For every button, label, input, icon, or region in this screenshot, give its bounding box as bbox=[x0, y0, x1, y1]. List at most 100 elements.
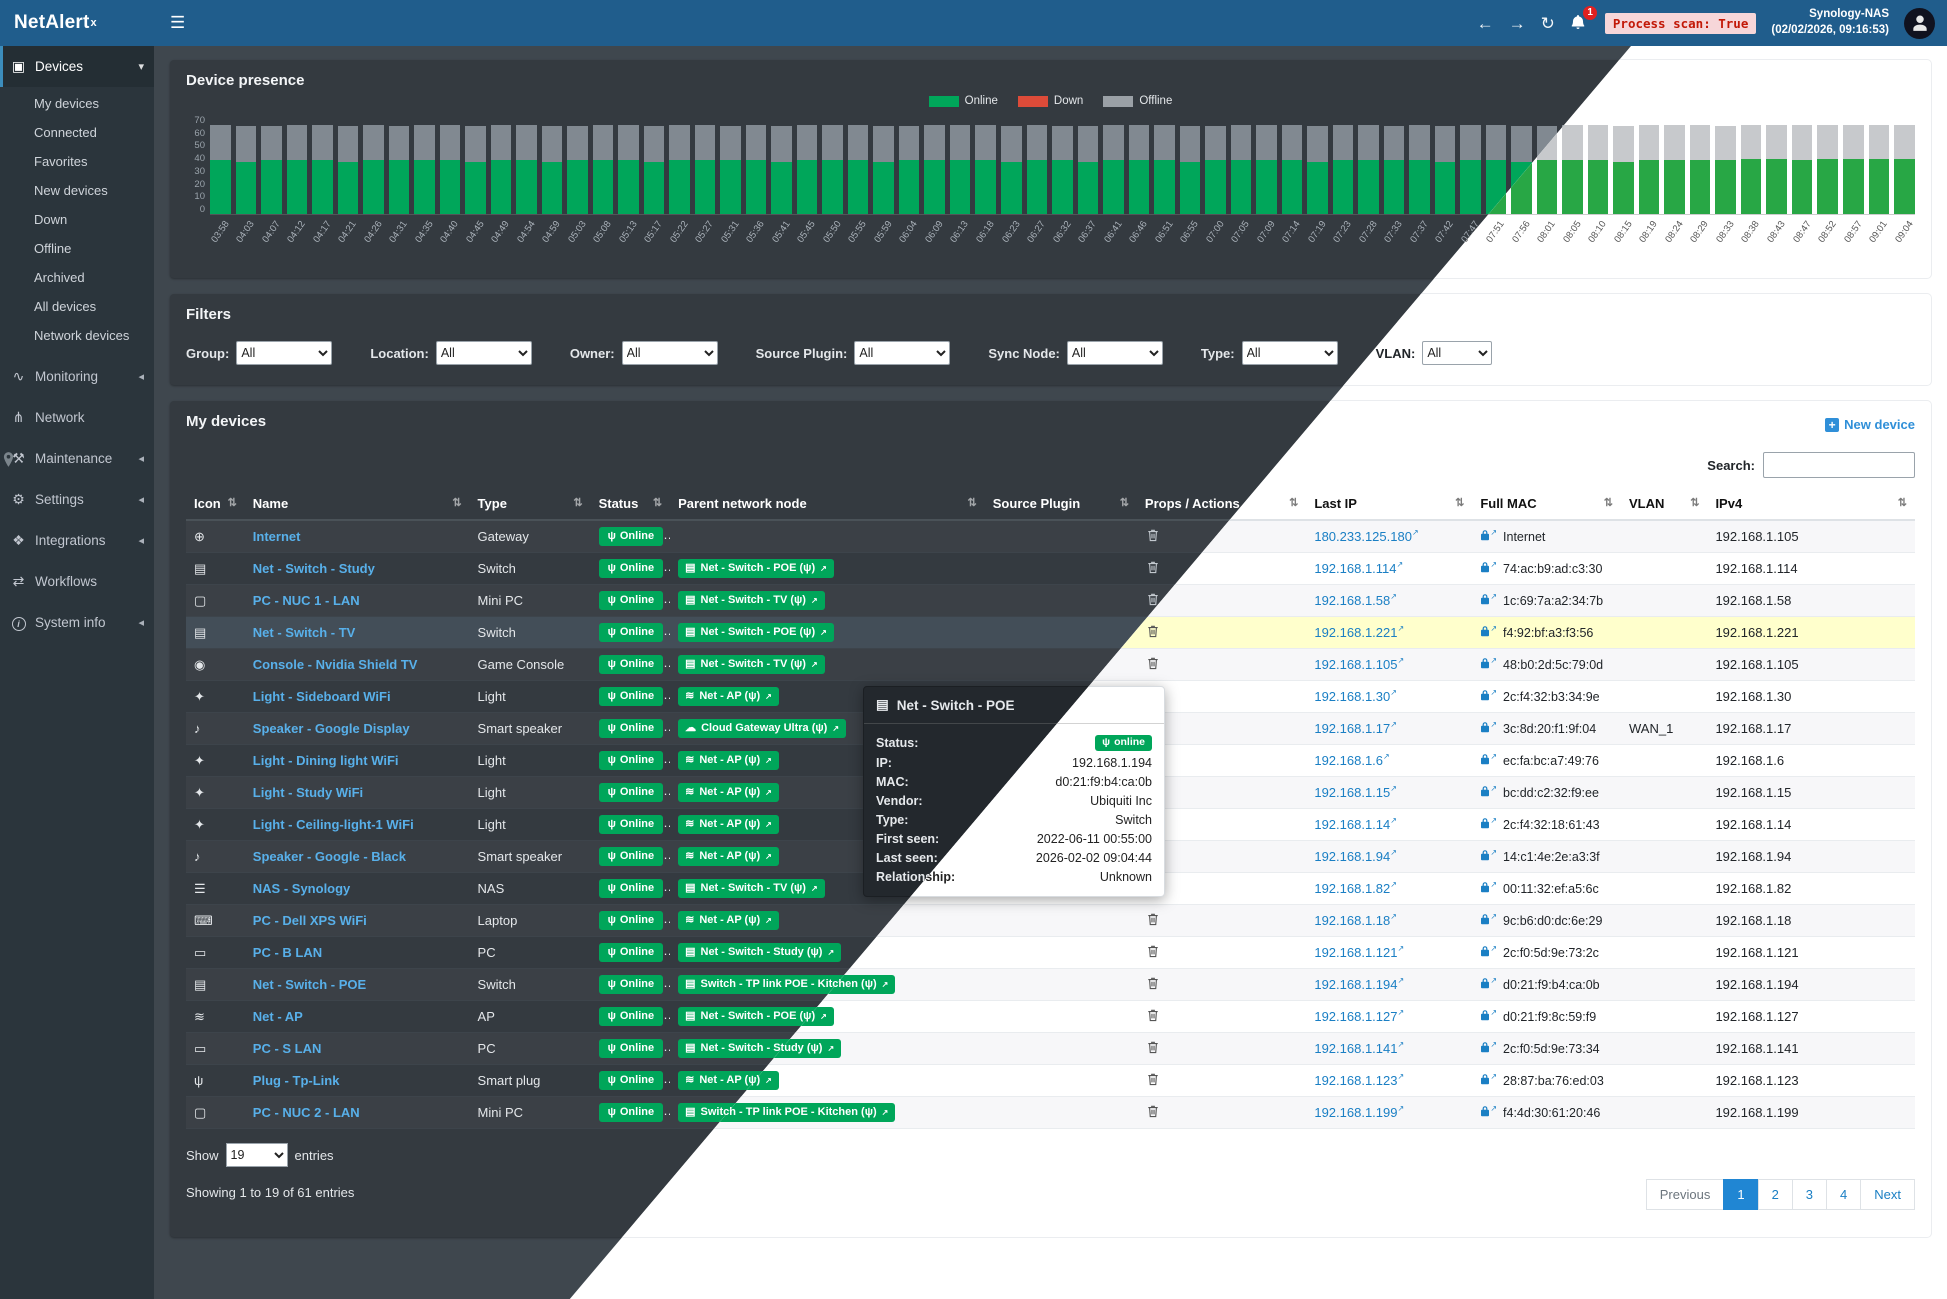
page-button-previous[interactable]: Previous bbox=[1645, 1179, 1725, 1210]
last-ip-link[interactable]: 192.168.1.30↗ bbox=[1314, 688, 1397, 705]
last-ip-link[interactable]: 192.168.1.127↗ bbox=[1314, 1008, 1405, 1025]
sidebar-item-integrations[interactable]: ❖ Integrations ◂ bbox=[0, 520, 154, 561]
mac-lock-icon[interactable]: ↗ bbox=[1480, 593, 1497, 608]
parent-node-pill[interactable]: ▤ Net - Switch - Study (ψ) ↗ bbox=[678, 943, 842, 963]
delete-device-button[interactable] bbox=[1145, 1102, 1161, 1123]
column-header-parent-network-node[interactable]: ⇅ Parent network node bbox=[670, 488, 985, 521]
sidebar-item-my-devices[interactable]: My devices bbox=[34, 96, 100, 111]
app-logo[interactable]: NetAlert x bbox=[0, 0, 154, 46]
sidebar-toggle-button[interactable]: ☰ bbox=[154, 0, 201, 46]
mac-lock-icon[interactable]: ↗ bbox=[1480, 529, 1497, 544]
last-ip-link[interactable]: 192.168.1.14↗ bbox=[1314, 816, 1397, 833]
device-name-link[interactable]: Light - Dining light WiFi bbox=[252, 753, 399, 768]
page-button-next[interactable]: Next bbox=[1860, 1179, 1915, 1210]
delete-device-button[interactable] bbox=[1145, 942, 1161, 963]
last-ip-link[interactable]: 192.168.1.94↗ bbox=[1314, 848, 1397, 865]
sidebar-item-workflows[interactable]: ⇄ Workflows bbox=[0, 561, 154, 602]
device-name-link[interactable]: NAS - Synology bbox=[252, 881, 351, 896]
process-scan-chip[interactable]: Process scan: True bbox=[1604, 12, 1757, 34]
nav-back-icon[interactable]: ← bbox=[1476, 13, 1494, 33]
delete-device-button[interactable] bbox=[1145, 1038, 1161, 1059]
mac-lock-icon[interactable]: ↗ bbox=[1480, 1073, 1497, 1088]
mac-lock-icon[interactable]: ↗ bbox=[1480, 1041, 1497, 1056]
delete-device-button[interactable] bbox=[1145, 590, 1161, 611]
mac-lock-icon[interactable]: ↗ bbox=[1480, 977, 1497, 992]
nav-forward-icon[interactable]: → bbox=[1508, 13, 1526, 33]
column-header-status[interactable]: ⇅ Status bbox=[590, 488, 671, 521]
device-row[interactable]: ◉ Console - Nvidia Shield TV Game Console ψ… bbox=[186, 649, 1915, 681]
sidebar-item-all-devices[interactable]: All devices bbox=[34, 299, 97, 314]
delete-device-button[interactable] bbox=[1145, 558, 1161, 579]
delete-device-button[interactable] bbox=[1145, 622, 1161, 643]
refresh-icon[interactable]: ↻ bbox=[1540, 13, 1555, 33]
sidebar-item-monitoring[interactable]: ∿ Monitoring ◂ bbox=[0, 356, 154, 397]
mac-lock-icon[interactable]: ↗ bbox=[1480, 849, 1497, 864]
last-ip-link[interactable]: 192.168.1.123↗ bbox=[1314, 1072, 1405, 1089]
device-name-link[interactable]: PC - NUC 2 - LAN bbox=[252, 1105, 360, 1120]
column-header-icon[interactable]: ⇅ Icon bbox=[186, 488, 245, 521]
sidebar-item-settings[interactable]: ⚙ Settings ◂ bbox=[0, 479, 154, 520]
page-button-2[interactable]: 2 bbox=[1757, 1179, 1793, 1210]
filter-select-location[interactable]: All bbox=[435, 341, 532, 365]
mac-lock-icon[interactable]: ↗ bbox=[1480, 1105, 1497, 1120]
device-name-link[interactable]: Net - AP bbox=[252, 1009, 303, 1024]
sidebar-item-connected[interactable]: Connected bbox=[34, 125, 97, 140]
parent-node-pill[interactable]: ▤ Net - Switch - POE (ψ) ↗ bbox=[678, 1007, 834, 1027]
device-name-link[interactable]: PC - NUC 1 - LAN bbox=[252, 593, 360, 608]
mac-lock-icon[interactable]: ↗ bbox=[1480, 721, 1497, 736]
last-ip-link[interactable]: 192.168.1.82↗ bbox=[1314, 880, 1397, 897]
mac-lock-icon[interactable]: ↗ bbox=[1480, 657, 1497, 672]
parent-node-pill[interactable]: ≋ Net - AP (ψ) ↗ bbox=[678, 911, 779, 931]
device-name-link[interactable]: Speaker - Google Display bbox=[252, 721, 410, 736]
sidebar-item-new-devices[interactable]: New devices bbox=[34, 183, 108, 198]
page-button-1[interactable]: 1 bbox=[1723, 1179, 1759, 1210]
mac-lock-icon[interactable]: ↗ bbox=[1480, 1009, 1497, 1024]
sidebar-item-network[interactable]: ⋔ Network bbox=[0, 397, 154, 438]
sidebar-item-system-info[interactable]: i System info ◂ bbox=[0, 602, 154, 643]
sidebar-item-favorites[interactable]: Favorites bbox=[34, 154, 88, 169]
column-header-source-plugin[interactable]: ⇅ Source Plugin bbox=[984, 488, 1137, 521]
filter-select-owner[interactable]: All bbox=[621, 341, 718, 365]
device-name-link[interactable]: PC - B LAN bbox=[252, 945, 323, 960]
page-button-3[interactable]: 3 bbox=[1791, 1179, 1828, 1210]
search-input[interactable] bbox=[1763, 452, 1915, 478]
column-header-type[interactable]: ⇅ Type bbox=[469, 488, 591, 521]
parent-node-pill[interactable]: ≋ Net - AP (ψ) ↗ bbox=[678, 815, 779, 835]
parent-node-pill[interactable]: ▤ Net - Switch - TV (ψ) ↗ bbox=[678, 591, 825, 611]
last-ip-link[interactable]: 192.168.1.141↗ bbox=[1314, 1040, 1405, 1057]
filter-select-group[interactable]: All bbox=[236, 341, 333, 365]
last-ip-link[interactable]: 192.168.1.15↗ bbox=[1314, 784, 1397, 801]
sidebar-item-down[interactable]: Down bbox=[34, 212, 68, 227]
parent-node-pill[interactable]: ▤ Net - Switch - POE (ψ) ↗ bbox=[678, 559, 834, 579]
device-name-link[interactable]: Net - Switch - POE bbox=[252, 977, 367, 992]
user-avatar[interactable] bbox=[1904, 7, 1935, 39]
parent-node-pill[interactable]: ▤ Net - Switch - POE (ψ) ↗ bbox=[678, 623, 834, 643]
sidebar-item-archived[interactable]: Archived bbox=[34, 270, 85, 285]
delete-device-button[interactable] bbox=[1145, 1006, 1161, 1027]
mac-lock-icon[interactable]: ↗ bbox=[1480, 785, 1497, 800]
parent-node-pill[interactable]: ≋ Net - AP (ψ) ↗ bbox=[678, 783, 779, 803]
mac-lock-icon[interactable]: ↗ bbox=[1480, 945, 1497, 960]
device-name-link[interactable]: PC - Dell XPS WiFi bbox=[252, 913, 367, 928]
parent-node-pill[interactable]: ≋ Net - AP (ψ) ↗ bbox=[678, 847, 779, 867]
new-device-button[interactable]: + New device bbox=[1825, 417, 1915, 432]
device-name-link[interactable]: Light - Study WiFi bbox=[252, 785, 364, 800]
device-name-link[interactable]: Net - Switch - Study bbox=[252, 561, 375, 576]
device-name-link[interactable]: PC - S LAN bbox=[252, 1041, 322, 1056]
parent-node-pill[interactable]: ≋ Net - AP (ψ) ↗ bbox=[678, 751, 779, 771]
page-size-select[interactable]: 19 bbox=[225, 1143, 288, 1167]
last-ip-link[interactable]: 192.168.1.194↗ bbox=[1314, 976, 1405, 993]
notifications-bell-icon[interactable]: 1 bbox=[1570, 6, 1597, 32]
column-header-ipv4[interactable]: ⇅ IPv4 bbox=[1707, 488, 1915, 521]
delete-device-button[interactable] bbox=[1145, 526, 1161, 547]
last-ip-link[interactable]: 192.168.1.6↗ bbox=[1314, 752, 1390, 769]
filter-select-type[interactable]: All bbox=[1241, 341, 1338, 365]
last-ip-link[interactable]: 192.168.1.199↗ bbox=[1314, 1104, 1405, 1121]
sidebar-item-offline[interactable]: Offline bbox=[34, 241, 72, 256]
device-name-link[interactable]: Net - Switch - TV bbox=[252, 625, 356, 640]
parent-node-pill[interactable]: ☁ Cloud Gateway Ultra (ψ) ↗ bbox=[678, 719, 847, 739]
last-ip-link[interactable]: 192.168.1.18↗ bbox=[1314, 912, 1397, 929]
last-ip-link[interactable]: 192.168.1.105↗ bbox=[1314, 656, 1405, 673]
mac-lock-icon[interactable]: ↗ bbox=[1480, 561, 1497, 576]
sidebar-item-network-devices[interactable]: Network devices bbox=[34, 328, 130, 343]
